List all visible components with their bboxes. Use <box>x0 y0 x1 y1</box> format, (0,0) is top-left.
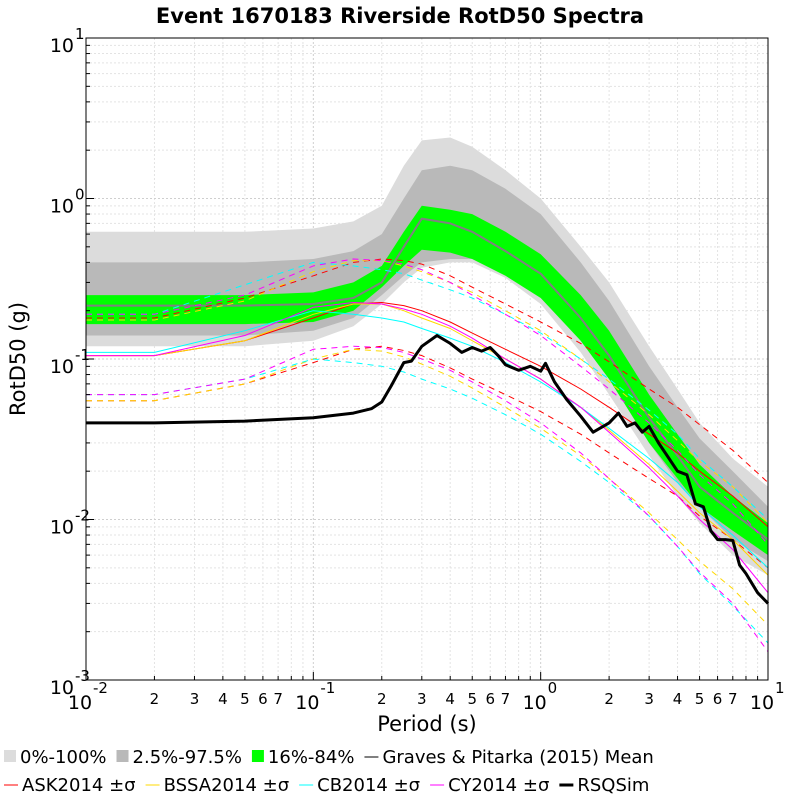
series-ask2014 <box>86 258 769 483</box>
x-minor-tick-label: 4 <box>673 690 683 708</box>
series-bssa2014 <box>86 303 769 576</box>
x-minor-tick-label: 2 <box>377 690 387 708</box>
y-tick-base: 10 <box>50 196 74 218</box>
legend-label: Graves & Pitarka (2015) Mean <box>382 747 653 768</box>
legend-label: 16%-84% <box>268 747 355 768</box>
chart-title: Event 1670183 Riverside RotD50 Spectra <box>156 4 644 28</box>
series-cy2014 <box>86 258 769 545</box>
legend-label: 2.5%-97.5% <box>133 747 242 768</box>
y-tick-exponent: -2 <box>75 507 90 525</box>
x-minor-tick-label: 6 <box>485 690 495 708</box>
series-rsqsim <box>86 334 770 605</box>
x-tick-label: 10 <box>750 692 774 714</box>
band-0-100- <box>86 137 768 576</box>
x-axis-label: Period (s) <box>377 712 476 736</box>
series-cy2014 <box>86 302 769 594</box>
legend-swatch <box>116 750 129 762</box>
x-tick-exponent: -2 <box>93 679 108 697</box>
y-tick-exponent: 1 <box>75 25 85 43</box>
legend: 0%-100% 2.5%-97.5% 16%-84% Graves & Pitarka… <box>4 747 654 796</box>
y-axis-label: RotD50 (g) <box>6 302 30 416</box>
x-minor-tick-label: 2 <box>604 690 614 708</box>
grid <box>86 38 768 680</box>
series-ask2014 <box>86 345 769 569</box>
y-tick-base: 10 <box>50 35 74 57</box>
series-cy2014 <box>86 345 769 652</box>
legend-swatch <box>4 750 16 762</box>
x-minor-tick-label: 5 <box>695 690 705 708</box>
x-minor-tick-label: 3 <box>644 690 654 708</box>
series-graves-pitarka-2015-mean <box>86 217 769 541</box>
x-tick-label: 10 <box>523 692 547 714</box>
series-bssa2014 <box>86 260 769 524</box>
series-lines <box>86 217 770 652</box>
legend-label: 0%-100% <box>20 747 107 768</box>
x-tick-base: 10 <box>750 692 774 714</box>
band-16-84- <box>86 205 768 556</box>
legend-label: CY2014 ±σ <box>448 775 549 796</box>
x-minor-tick-label: 4 <box>218 690 228 708</box>
percentile-bands <box>86 137 768 576</box>
x-minor-tick-label: 6 <box>713 690 723 708</box>
y-tick-exponent: -3 <box>75 667 90 685</box>
legend-label: RSQSim <box>577 775 649 796</box>
x-tick-label: 10 <box>295 692 319 714</box>
x-minor-tick-label: 2 <box>150 690 160 708</box>
x-minor-tick-label: 7 <box>728 690 738 708</box>
x-tick-base: 10 <box>295 692 319 714</box>
x-minor-tick-label: 5 <box>240 690 250 708</box>
series-ask2014 <box>86 302 769 528</box>
x-tick-base: 10 <box>68 692 92 714</box>
legend-label: BSSA2014 ±σ <box>164 775 290 796</box>
legend-label: ASK2014 ±σ <box>22 775 136 796</box>
x-tick-base: 10 <box>523 692 547 714</box>
legend-label: CB2014 ±σ <box>317 775 420 796</box>
x-tick-exponent: -1 <box>320 679 335 697</box>
x-minor-tick-label: 5 <box>467 690 477 708</box>
y-tick-exponent: 0 <box>75 186 85 204</box>
x-minor-tick-label: 6 <box>258 690 268 708</box>
x-tick-exponent: 1 <box>775 679 785 697</box>
legend-swatch <box>251 750 264 762</box>
x-minor-tick-label: 4 <box>445 690 455 708</box>
x-minor-tick-label: 3 <box>417 690 427 708</box>
x-minor-tick-label: 7 <box>273 690 283 708</box>
band-2-5-97-5- <box>86 165 768 562</box>
x-tick-label: 10 <box>68 692 92 714</box>
y-tick-base: 10 <box>50 517 74 539</box>
y-tick-exponent: -1 <box>75 346 90 364</box>
x-minor-tick-label: 3 <box>190 690 200 708</box>
x-tick-exponent: 0 <box>548 679 558 697</box>
x-minor-tick-label: 7 <box>501 690 511 708</box>
y-tick-base: 10 <box>50 677 74 699</box>
y-tick-base: 10 <box>50 356 74 378</box>
series-cb2014 <box>86 261 769 520</box>
